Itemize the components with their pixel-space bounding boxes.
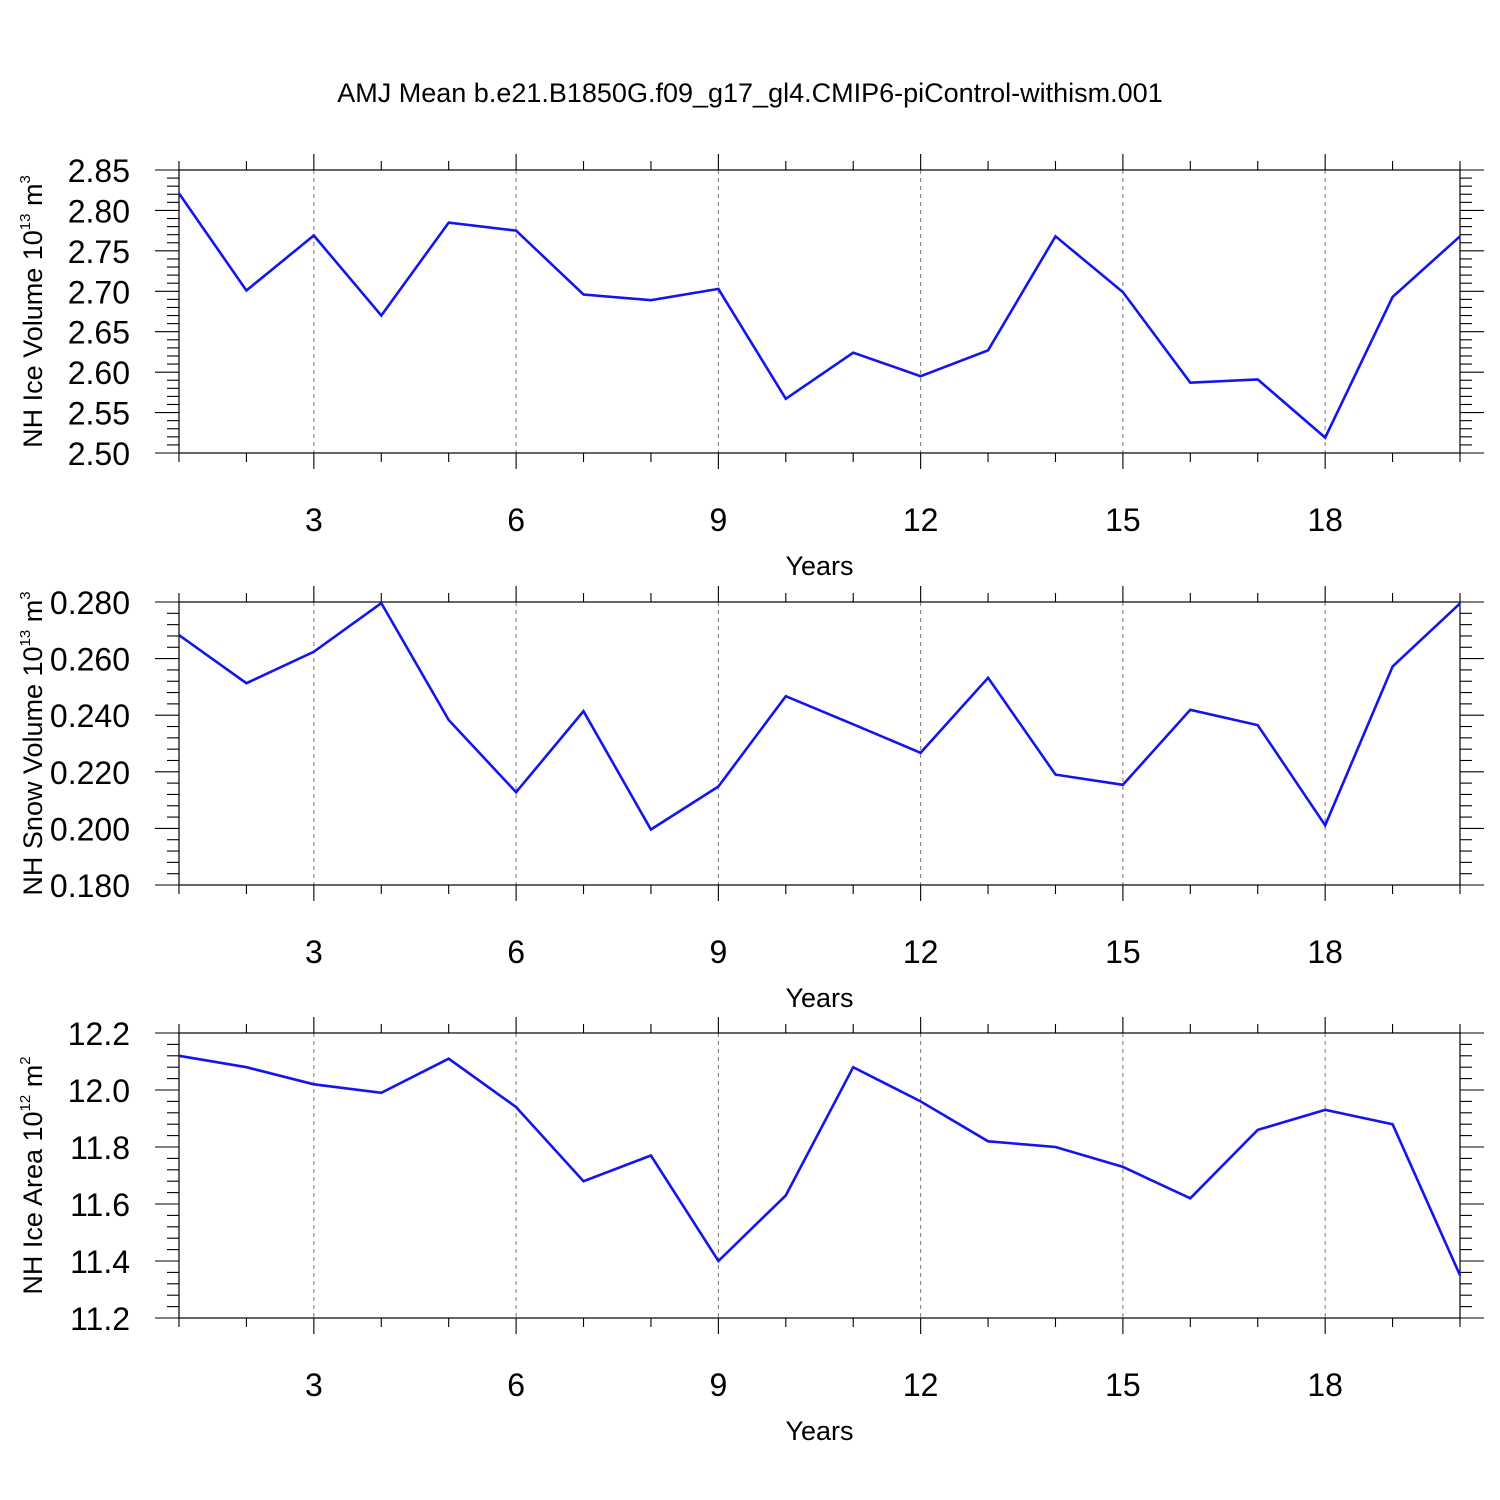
x-tick-label: 9 (709, 1367, 727, 1403)
x-tick-label: 15 (1105, 502, 1141, 538)
y-tick-label: 11.2 (70, 1301, 130, 1337)
plot-frame (178, 169, 1461, 454)
x-tick-label: 3 (305, 934, 323, 970)
x-tick-label: 6 (507, 502, 525, 538)
y-tick-label: 0.260 (50, 642, 130, 678)
x-tick-label: 18 (1307, 934, 1343, 970)
x-axis-title: Years (785, 983, 853, 1013)
panel-2: 3 6 9 12 15 18 Years 0.180 0.200 0.220 0.240 0.260 0… (17, 585, 1484, 1013)
x-tick-label: 12 (903, 502, 939, 538)
y-tick-label: 0.280 (50, 585, 130, 621)
y-axis-title: NH Ice Volume 1013 m3 (17, 175, 48, 448)
x-tick-label: 12 (903, 1367, 939, 1403)
x-tick-label: 12 (903, 934, 939, 970)
plot-frame (178, 1032, 1461, 1319)
series-line (178, 601, 1461, 832)
y-tick-label: 0.200 (50, 811, 130, 847)
plot-frame (178, 601, 1461, 886)
x-tick-label: 6 (507, 1367, 525, 1403)
x-tick-label: 15 (1105, 934, 1141, 970)
x-tick-label: 3 (305, 1367, 323, 1403)
x-tick-label: 9 (709, 502, 727, 538)
y-tick-label: 2.50 (68, 436, 130, 472)
panel-1: 3 6 9 12 15 18 Years 2.50 2.55 2.60 2.65 2.70 2.75 2.… (17, 153, 1484, 581)
series-line (177, 192, 1461, 440)
y-tick-label: 11.4 (70, 1244, 130, 1280)
x-tick-label: 9 (709, 934, 727, 970)
y-tick-label: 2.80 (68, 193, 130, 229)
x-axis-title: Years (785, 551, 853, 581)
x-tick-label: 18 (1307, 1367, 1343, 1403)
panel-3: 3 6 9 12 15 18 Years 11.2 11.4 11.6 11.8 12.0 12.2 NH… (17, 1016, 1484, 1446)
y-tick-label: 2.60 (68, 355, 130, 391)
y-axis-title: NH Ice Area 1012 m2 (17, 1056, 48, 1294)
x-tick-label: 3 (305, 502, 323, 538)
y-tick-label: 2.55 (68, 396, 130, 432)
y-axis-title: NH Snow Volume 1013 m3 (17, 591, 48, 895)
y-tick-label: 12.0 (68, 1073, 130, 1109)
page-title: AMJ Mean b.e21.B1850G.f09_g17_gl4.CMIP6-… (337, 78, 1163, 108)
y-tick-label: 11.6 (70, 1187, 130, 1223)
x-tick-label: 15 (1105, 1367, 1141, 1403)
y-tick-label: 0.180 (50, 868, 130, 904)
y-tick-label: 2.75 (68, 234, 130, 270)
y-tick-label: 0.240 (50, 698, 130, 734)
x-tick-label: 6 (507, 934, 525, 970)
y-tick-label: 12.2 (68, 1016, 130, 1052)
y-tick-label: 11.8 (70, 1130, 130, 1166)
series-line (178, 1054, 1462, 1276)
y-tick-label: 2.70 (68, 274, 130, 310)
y-tick-label: 2.65 (68, 315, 130, 351)
y-tick-label: 0.220 (50, 755, 130, 791)
x-tick-label: 18 (1307, 502, 1343, 538)
x-axis-title: Years (785, 1416, 853, 1446)
y-tick-label: 2.85 (68, 153, 130, 189)
